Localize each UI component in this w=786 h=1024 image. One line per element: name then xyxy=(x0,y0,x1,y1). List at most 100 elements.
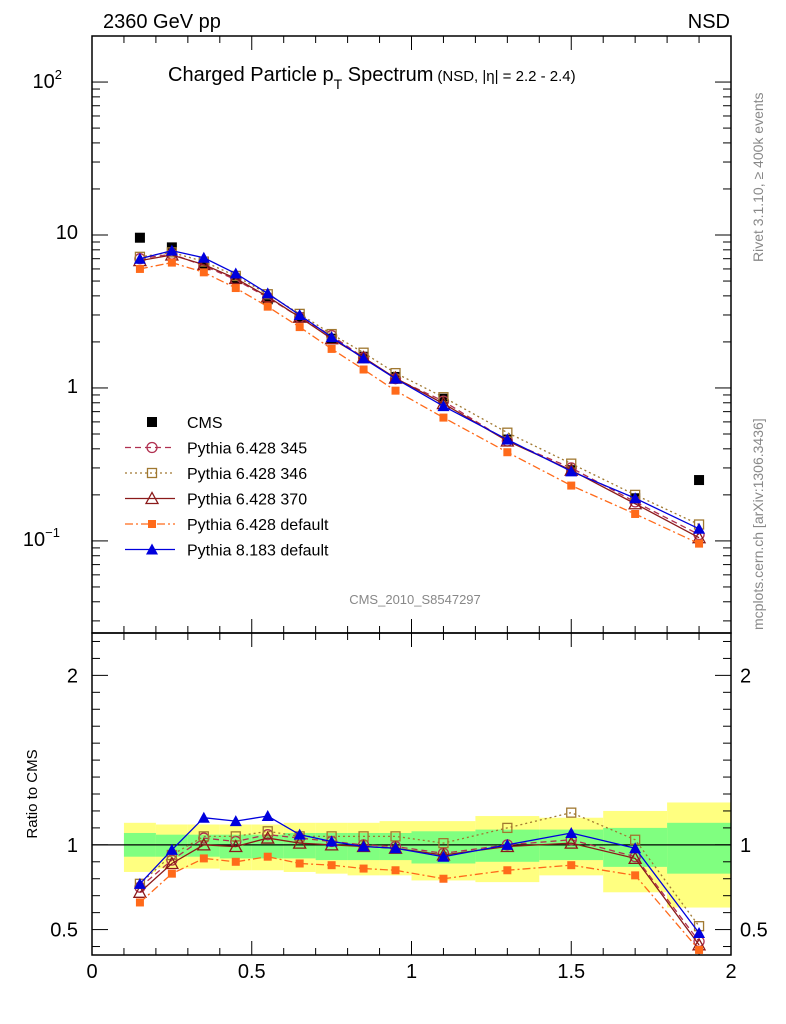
ratio-point-p8 xyxy=(629,842,642,854)
main-point-p8 xyxy=(261,287,274,299)
ratio-line-p370 xyxy=(139,837,700,946)
ratio-point-p8 xyxy=(389,842,402,854)
x-tick-label: 0 xyxy=(86,961,97,983)
ratio-line-p346 xyxy=(139,811,700,927)
main-point-pdefault xyxy=(327,344,336,353)
ratio-point-p370 xyxy=(196,837,211,851)
main-point-pdefault xyxy=(631,509,640,518)
main-point-p8 xyxy=(693,522,706,534)
legend-marker-cms xyxy=(147,417,157,427)
ratio-point-p8 xyxy=(165,843,178,855)
main-point-pdefault xyxy=(167,258,176,267)
analysis-id: CMS_2010_S8547297 xyxy=(349,592,481,607)
ratio-y-tick-label: 0.5 xyxy=(50,920,78,942)
main-point-p8 xyxy=(229,267,242,279)
ratio-point-pdefault xyxy=(695,945,704,954)
process-label: NSD xyxy=(688,11,730,33)
ratio-point-p8 xyxy=(293,828,306,840)
main-point-pdefault xyxy=(295,323,304,332)
energy-label: 2360 GeV pp xyxy=(103,11,221,33)
ratio-y-tick-label-right: 1 xyxy=(740,835,751,857)
legend-label-p346: Pythia 6.428 346 xyxy=(187,466,307,483)
main-point-p8 xyxy=(389,372,402,384)
ratio-point-p370 xyxy=(132,884,148,898)
main-point-p8 xyxy=(325,331,338,343)
ratio-y-tick-label: 1 xyxy=(67,835,78,857)
legend-marker-pdefault xyxy=(148,520,156,528)
ratio-point-pdefault xyxy=(167,869,176,878)
legend: CMS Pythia 6.428 345 Pythia 6.428 346 Pythi… xyxy=(125,415,329,560)
ratio-point-p8 xyxy=(501,838,514,850)
ratio-point-p8 xyxy=(565,826,578,838)
main-point-pdefault xyxy=(695,539,704,548)
ratio-point-pdefault xyxy=(391,866,400,875)
x-tick-label: 0.5 xyxy=(238,961,266,983)
ratio-point-p346 xyxy=(502,822,513,834)
ratio-point-p8 xyxy=(325,835,338,847)
main-point-p8 xyxy=(565,465,578,477)
ratio-plot-frame xyxy=(91,632,732,956)
ratio-y-tick-label: 2 xyxy=(67,665,78,687)
legend-label-p345: Pythia 6.428 345 xyxy=(187,441,307,458)
main-point-p8 xyxy=(629,492,642,504)
ratio-y-axis-label: Ratio to CMS xyxy=(24,749,41,838)
main-point-pdefault xyxy=(503,448,512,457)
ratio-point-pdefault xyxy=(631,871,640,880)
main-point-p8 xyxy=(133,252,146,264)
ratio-point-p370 xyxy=(260,830,275,844)
band-inner-bin xyxy=(187,834,220,857)
ratio-point-p370 xyxy=(564,835,579,849)
ratio-point-p370 xyxy=(292,835,307,849)
ratio-point-p8 xyxy=(693,926,706,938)
ratio-point-p370 xyxy=(164,856,179,870)
mcplots-note: mcplots.cern.ch [arXiv:1306.3436] xyxy=(750,418,766,630)
ytick-label-100: 102 xyxy=(33,67,62,93)
ratio-line-pdefault xyxy=(139,856,700,951)
legend-marker-p345 xyxy=(146,441,158,454)
main-point-cms xyxy=(134,232,145,243)
ratio-line-p8 xyxy=(139,815,700,934)
main-point-pdefault xyxy=(567,481,576,490)
ratio-point-p8 xyxy=(229,815,242,827)
legend-label-p370: Pythia 6.428 370 xyxy=(187,492,307,509)
ratio-point-pdefault xyxy=(327,861,336,870)
ratio-point-p8 xyxy=(133,877,146,889)
main-point-pdefault xyxy=(199,268,208,277)
ratio-point-p8 xyxy=(437,850,450,862)
main-point-pdefault xyxy=(135,264,144,273)
ratio-point-pdefault xyxy=(263,852,272,861)
ratio-point-pdefault xyxy=(503,866,512,875)
main-point-p8 xyxy=(293,308,306,320)
main-point-pdefault xyxy=(391,386,400,395)
ratio-point-p346 xyxy=(438,837,449,849)
legend-label-pdefault: Pythia 6.428 default xyxy=(187,517,329,534)
main-point-pdefault xyxy=(439,413,448,422)
ytick-label-0.1: 10−1 xyxy=(23,525,60,551)
ratio-point-p346 xyxy=(198,831,209,842)
main-point-p8 xyxy=(501,433,514,445)
chart-title: Charged Particle pT Spectrum (NSD, |η| = … xyxy=(168,64,576,92)
ratio-point-p8 xyxy=(197,811,210,823)
main-line-pdefault xyxy=(139,261,700,545)
main-point-cms xyxy=(198,258,209,269)
main-line-p8 xyxy=(139,249,700,530)
band-inner-bin xyxy=(667,822,731,874)
ratio-point-p370 xyxy=(228,839,243,853)
ratio-point-pdefault xyxy=(439,874,448,883)
ratio-point-p8 xyxy=(261,810,274,822)
ratio-point-p370 xyxy=(628,851,643,865)
ratio-point-p346 xyxy=(390,831,401,842)
ratio-point-pdefault xyxy=(567,861,576,870)
x-tick-label: 1.5 xyxy=(557,961,585,983)
ratio-point-pdefault xyxy=(231,857,240,866)
rivet-note: Rivet 3.1.10, ≥ 400k events xyxy=(750,92,766,262)
main-point-pdefault xyxy=(359,365,368,374)
legend-marker-p346 xyxy=(146,467,158,479)
ytick-label-10: 10 xyxy=(56,222,78,244)
ratio-line-p345 xyxy=(139,834,700,942)
ratio-point-pdefault xyxy=(359,864,368,873)
legend-marker-p8 xyxy=(146,543,158,555)
legend-label-cms: CMS xyxy=(187,415,223,432)
